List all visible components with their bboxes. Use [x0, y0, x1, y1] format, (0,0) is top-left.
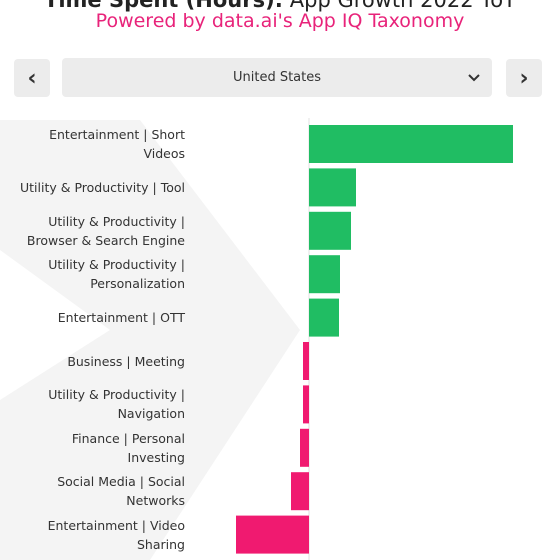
title: Time Spent (Hours): App Growth 2022 YoY	[0, 0, 560, 12]
bar	[309, 255, 340, 294]
bg-shape	[0, 120, 300, 560]
chevron	[468, 74, 480, 82]
title-emphasis: Time Spent (Hours):	[44, 0, 284, 12]
bar	[309, 125, 513, 163]
bar	[291, 472, 309, 511]
category-label: Social Media | Social Networks	[57, 474, 185, 509]
bar	[300, 428, 309, 467]
prev-button[interactable]: ‹	[14, 59, 50, 97]
bar	[309, 211, 351, 250]
category-label: Utility & Productivity | Tool	[19, 179, 185, 195]
category-label: Utility & Productivity | Browser & Searc…	[26, 213, 185, 248]
country: United States	[232, 70, 322, 85]
bar	[236, 515, 309, 554]
category-label: Finance | Personal Investing	[71, 430, 185, 465]
bar	[303, 385, 309, 424]
title-text: App Growth 2022 YoY	[289, 0, 516, 12]
category-label: Utility & Productivity | Personalization	[48, 257, 185, 292]
bar	[309, 168, 356, 207]
category-label: Business | Meeting	[67, 353, 185, 369]
category-label: Entertainment | Short Videos	[49, 127, 185, 161]
bar	[309, 298, 339, 337]
bar	[303, 342, 309, 380]
category-label: Entertainment | Video Sharing	[47, 517, 185, 552]
category-label: Utility & Productivity | Navigation	[48, 387, 185, 422]
subtitle: Powered by data.ai's App IQ Taxonomy	[95, 10, 465, 32]
category-label: Entertainment | OTT	[57, 310, 185, 326]
next-button[interactable]: ›	[506, 59, 542, 97]
country-dropdown[interactable]: United States	[62, 58, 492, 97]
